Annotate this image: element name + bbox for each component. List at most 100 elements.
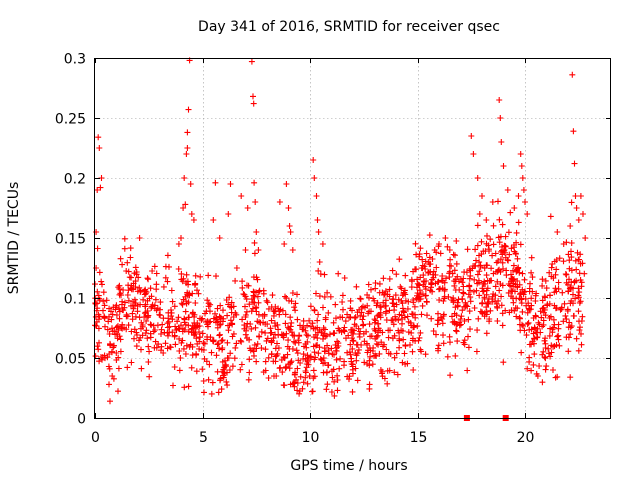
data-point — [551, 258, 558, 265]
data-point — [138, 365, 145, 372]
data-point — [191, 325, 197, 332]
data-point — [316, 293, 323, 300]
data-point — [479, 300, 485, 307]
data-point — [525, 300, 532, 307]
data-point — [292, 307, 299, 314]
data-point — [474, 175, 481, 181]
data-point — [325, 309, 332, 316]
data-point — [209, 379, 216, 386]
data-point — [391, 369, 398, 376]
data-point — [128, 328, 135, 335]
data-point — [565, 348, 572, 355]
data-point — [157, 312, 164, 319]
data-point — [453, 238, 460, 244]
data-point — [483, 291, 490, 298]
data-point — [548, 349, 555, 356]
data-point — [575, 294, 582, 301]
data-point — [291, 304, 298, 311]
data-point — [342, 318, 349, 325]
data-point — [182, 308, 189, 315]
data-point — [465, 291, 472, 298]
data-point — [289, 332, 296, 339]
data-point — [481, 265, 488, 272]
data-point — [402, 297, 409, 304]
data-point — [568, 248, 574, 255]
data-point — [413, 251, 420, 258]
data-point — [153, 270, 160, 277]
data-point — [500, 163, 507, 169]
data-point — [465, 344, 472, 351]
data-point — [503, 267, 510, 274]
data-point — [423, 250, 430, 257]
data-point — [191, 319, 198, 326]
data-point — [186, 314, 192, 321]
data-point — [440, 298, 447, 304]
data-point — [516, 295, 523, 302]
data-point — [416, 287, 423, 294]
data-point — [100, 307, 106, 314]
y-tick-label: 0.25 — [55, 112, 86, 128]
data-point — [96, 269, 103, 276]
data-point — [350, 330, 357, 337]
data-point — [401, 350, 408, 357]
data-point — [268, 317, 275, 324]
data-point — [533, 329, 540, 336]
data-point — [365, 310, 372, 317]
data-point — [296, 388, 303, 395]
data-point — [526, 354, 533, 361]
data-point — [101, 302, 108, 309]
data-point — [435, 310, 441, 317]
data-point — [457, 316, 464, 322]
data-point — [227, 350, 234, 357]
data-point — [243, 308, 250, 315]
data-point — [178, 339, 185, 346]
data-point — [94, 187, 101, 193]
data-point — [173, 327, 180, 334]
data-point — [389, 267, 396, 274]
data-point — [136, 235, 143, 241]
data-point — [262, 367, 269, 374]
data-point — [321, 271, 328, 278]
data-point — [515, 265, 522, 272]
data-point — [512, 288, 518, 295]
data-point — [377, 367, 384, 373]
data-point — [542, 294, 549, 301]
data-point — [366, 381, 373, 388]
data-point — [183, 271, 190, 278]
data-point — [282, 293, 288, 300]
data-point — [145, 359, 152, 365]
data-point — [365, 281, 372, 288]
data-point — [512, 304, 519, 311]
data-point — [297, 360, 304, 366]
data-point — [404, 360, 411, 367]
data-point — [520, 291, 527, 298]
data-point — [115, 327, 122, 333]
data-point — [109, 373, 116, 379]
data-point — [252, 305, 259, 312]
data-point — [502, 307, 509, 314]
data-point — [197, 273, 204, 280]
data-point — [550, 367, 556, 373]
data-point — [232, 344, 239, 351]
data-point — [346, 349, 353, 356]
data-point — [208, 390, 215, 397]
data-point — [571, 160, 578, 167]
data-point — [238, 193, 245, 199]
data-point — [513, 251, 519, 257]
data-point — [414, 323, 421, 330]
data-point — [537, 308, 544, 315]
data-point — [262, 321, 269, 327]
data-point — [164, 252, 171, 259]
data-point — [474, 242, 481, 249]
data-point — [577, 193, 584, 199]
data-point — [104, 326, 111, 333]
data-point — [265, 354, 272, 361]
data-point — [329, 374, 336, 381]
data-point — [282, 320, 289, 327]
data-point — [409, 310, 415, 317]
data-point — [112, 306, 119, 313]
data-point — [167, 343, 173, 350]
data-point — [520, 322, 527, 329]
data-point — [573, 266, 580, 273]
data-point — [568, 323, 575, 329]
